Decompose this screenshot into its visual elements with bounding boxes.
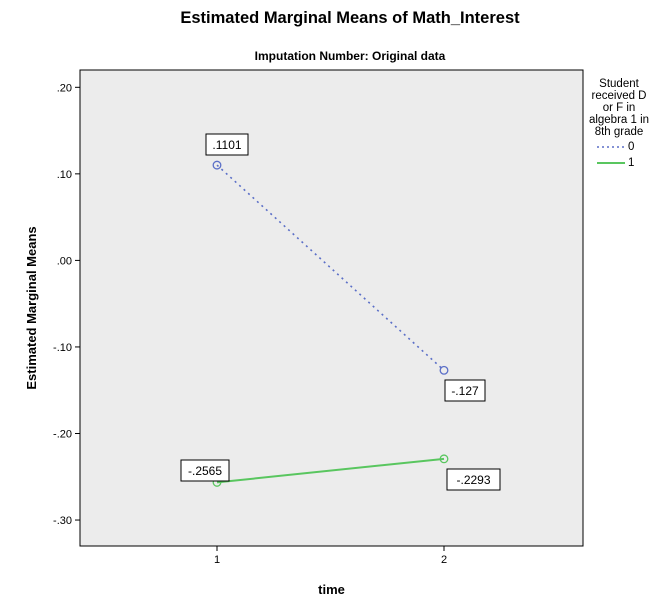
legend-label-1: 1 bbox=[628, 157, 635, 169]
series-1-point-2 bbox=[439, 454, 449, 464]
legend-item-1: 1 bbox=[587, 156, 651, 170]
x-tick-label-1: 2 bbox=[441, 554, 447, 566]
y-axis-label: Estimated Marginal Means bbox=[24, 226, 39, 389]
data-label-0-2-box bbox=[444, 379, 486, 402]
data-label-1-1: -.2565 bbox=[188, 464, 222, 478]
data-label-0-1-box bbox=[205, 133, 249, 156]
y-tick-label-3: -.10 bbox=[53, 342, 72, 354]
legend-title: Student received D or F in algebra 1 in … bbox=[588, 78, 650, 138]
chart-subtitle: Imputation Number: Original data bbox=[254, 49, 446, 63]
series-0-point-2 bbox=[439, 365, 449, 375]
data-label-1-2: -.2293 bbox=[456, 473, 490, 487]
y-tick-label-1: .10 bbox=[57, 169, 72, 181]
chart-title: Estimated Marginal Means of Math_Interes… bbox=[180, 9, 520, 27]
y-tick-label-4: -.20 bbox=[53, 428, 72, 440]
series-0-point-1 bbox=[212, 160, 222, 170]
legend: Student received D or F in algebra 1 in … bbox=[587, 78, 651, 170]
data-label-1-1-box bbox=[180, 459, 230, 482]
data-label-1-2-box bbox=[446, 468, 501, 491]
data-label-0-2: -.127 bbox=[451, 384, 479, 398]
legend-swatch-0 bbox=[597, 142, 625, 152]
legend-swatch-1 bbox=[597, 158, 625, 168]
y-tick-label-2: .00 bbox=[57, 255, 72, 267]
y-tick-label-5: -.30 bbox=[53, 515, 72, 527]
x-axis-label: time bbox=[318, 582, 345, 597]
y-tick-label-0: .20 bbox=[57, 82, 72, 94]
legend-item-0: 0 bbox=[587, 140, 651, 154]
x-tick-label-0: 1 bbox=[214, 554, 220, 566]
plot-area bbox=[79, 69, 584, 547]
series-1-line bbox=[216, 457, 445, 484]
legend-label-0: 0 bbox=[628, 141, 635, 153]
data-label-0-1: .1101 bbox=[212, 138, 241, 152]
